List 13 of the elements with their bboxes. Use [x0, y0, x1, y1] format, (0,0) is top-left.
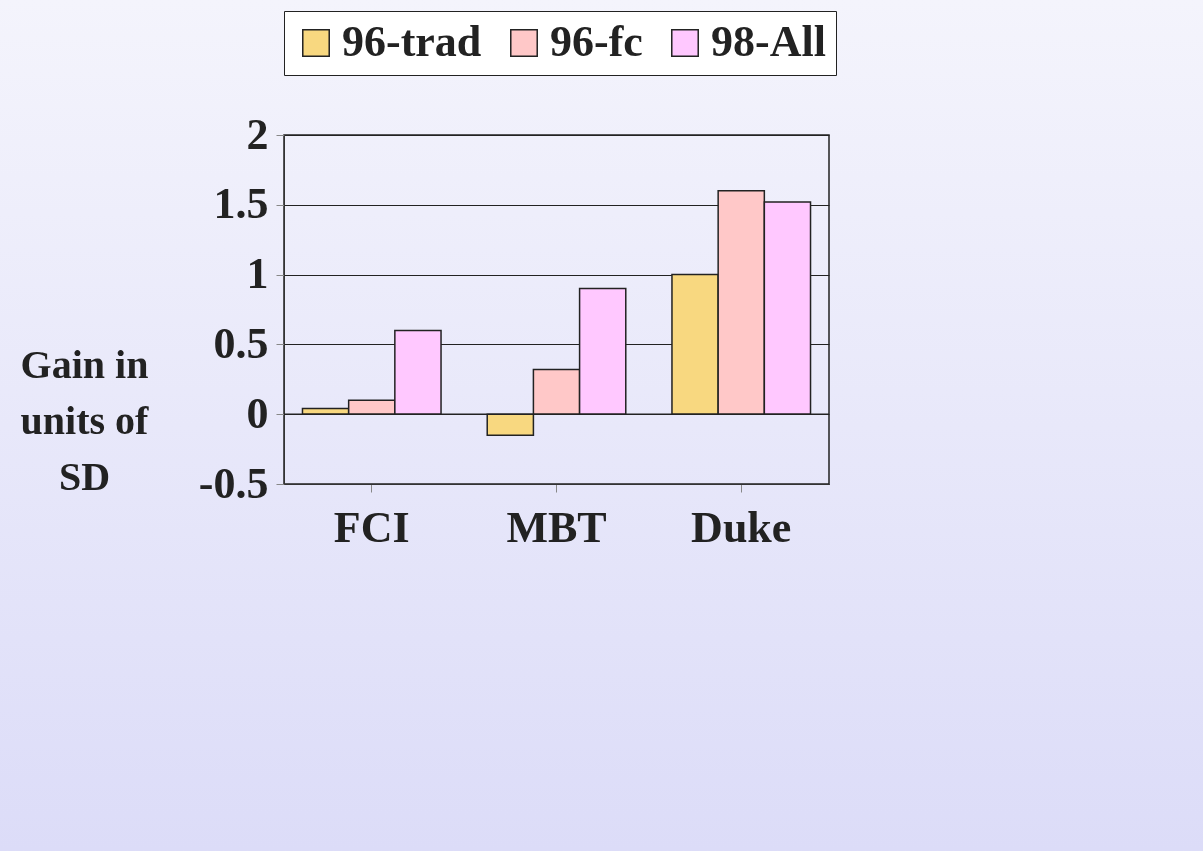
y-tick-label: 0.5	[213, 318, 269, 368]
x-tick-label: FCI	[333, 502, 410, 552]
x-tick-label: Duke	[691, 502, 792, 552]
legend-label: 96-trad	[342, 17, 482, 66]
y-tick-label: 1	[246, 249, 269, 299]
y-tick-label: 0	[246, 388, 269, 438]
legend-label: 98-All	[711, 17, 826, 66]
y-axis-title: Gain in units of SD	[20, 341, 150, 499]
legend-label: 96-fc	[550, 17, 643, 66]
x-tick-label: MBT	[506, 502, 607, 552]
y-tick-label: -0.5	[198, 458, 269, 508]
y-tick-label: 1.5	[213, 179, 269, 229]
y-tick-label: 2	[246, 109, 269, 159]
